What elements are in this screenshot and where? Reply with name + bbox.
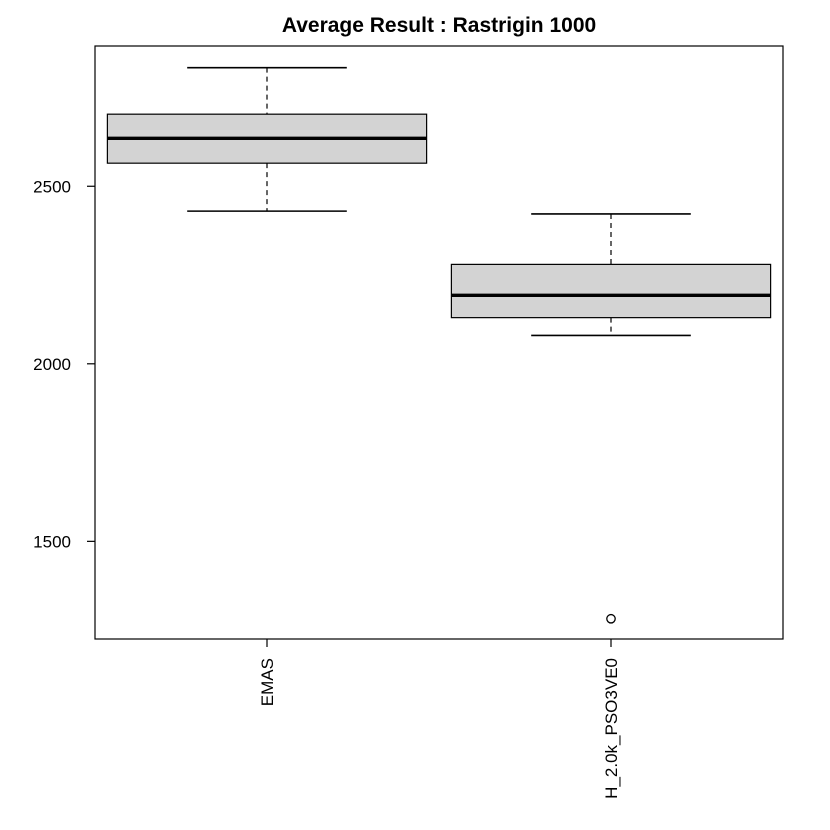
chart-title: Average Result : Rastrigin 1000 [282, 14, 596, 37]
box-iqr [450, 263, 772, 319]
x-axis: EMAS H_2.0k_PSO3VE0 [258, 639, 621, 799]
box-group [106, 66, 428, 212]
y-axis: 1500 2000 2500 [33, 177, 95, 551]
outlier-point [606, 613, 616, 624]
x-tick-label: EMAS [258, 658, 277, 706]
boxes-layer [106, 66, 772, 624]
x-tick-label: H_2.0k_PSO3VE0 [602, 658, 621, 799]
y-tick-label: 1500 [33, 532, 71, 551]
y-tick-label: 2500 [33, 177, 71, 196]
box-group [450, 213, 772, 624]
plot-frame [94, 45, 784, 640]
y-tick-label: 2000 [33, 355, 71, 374]
